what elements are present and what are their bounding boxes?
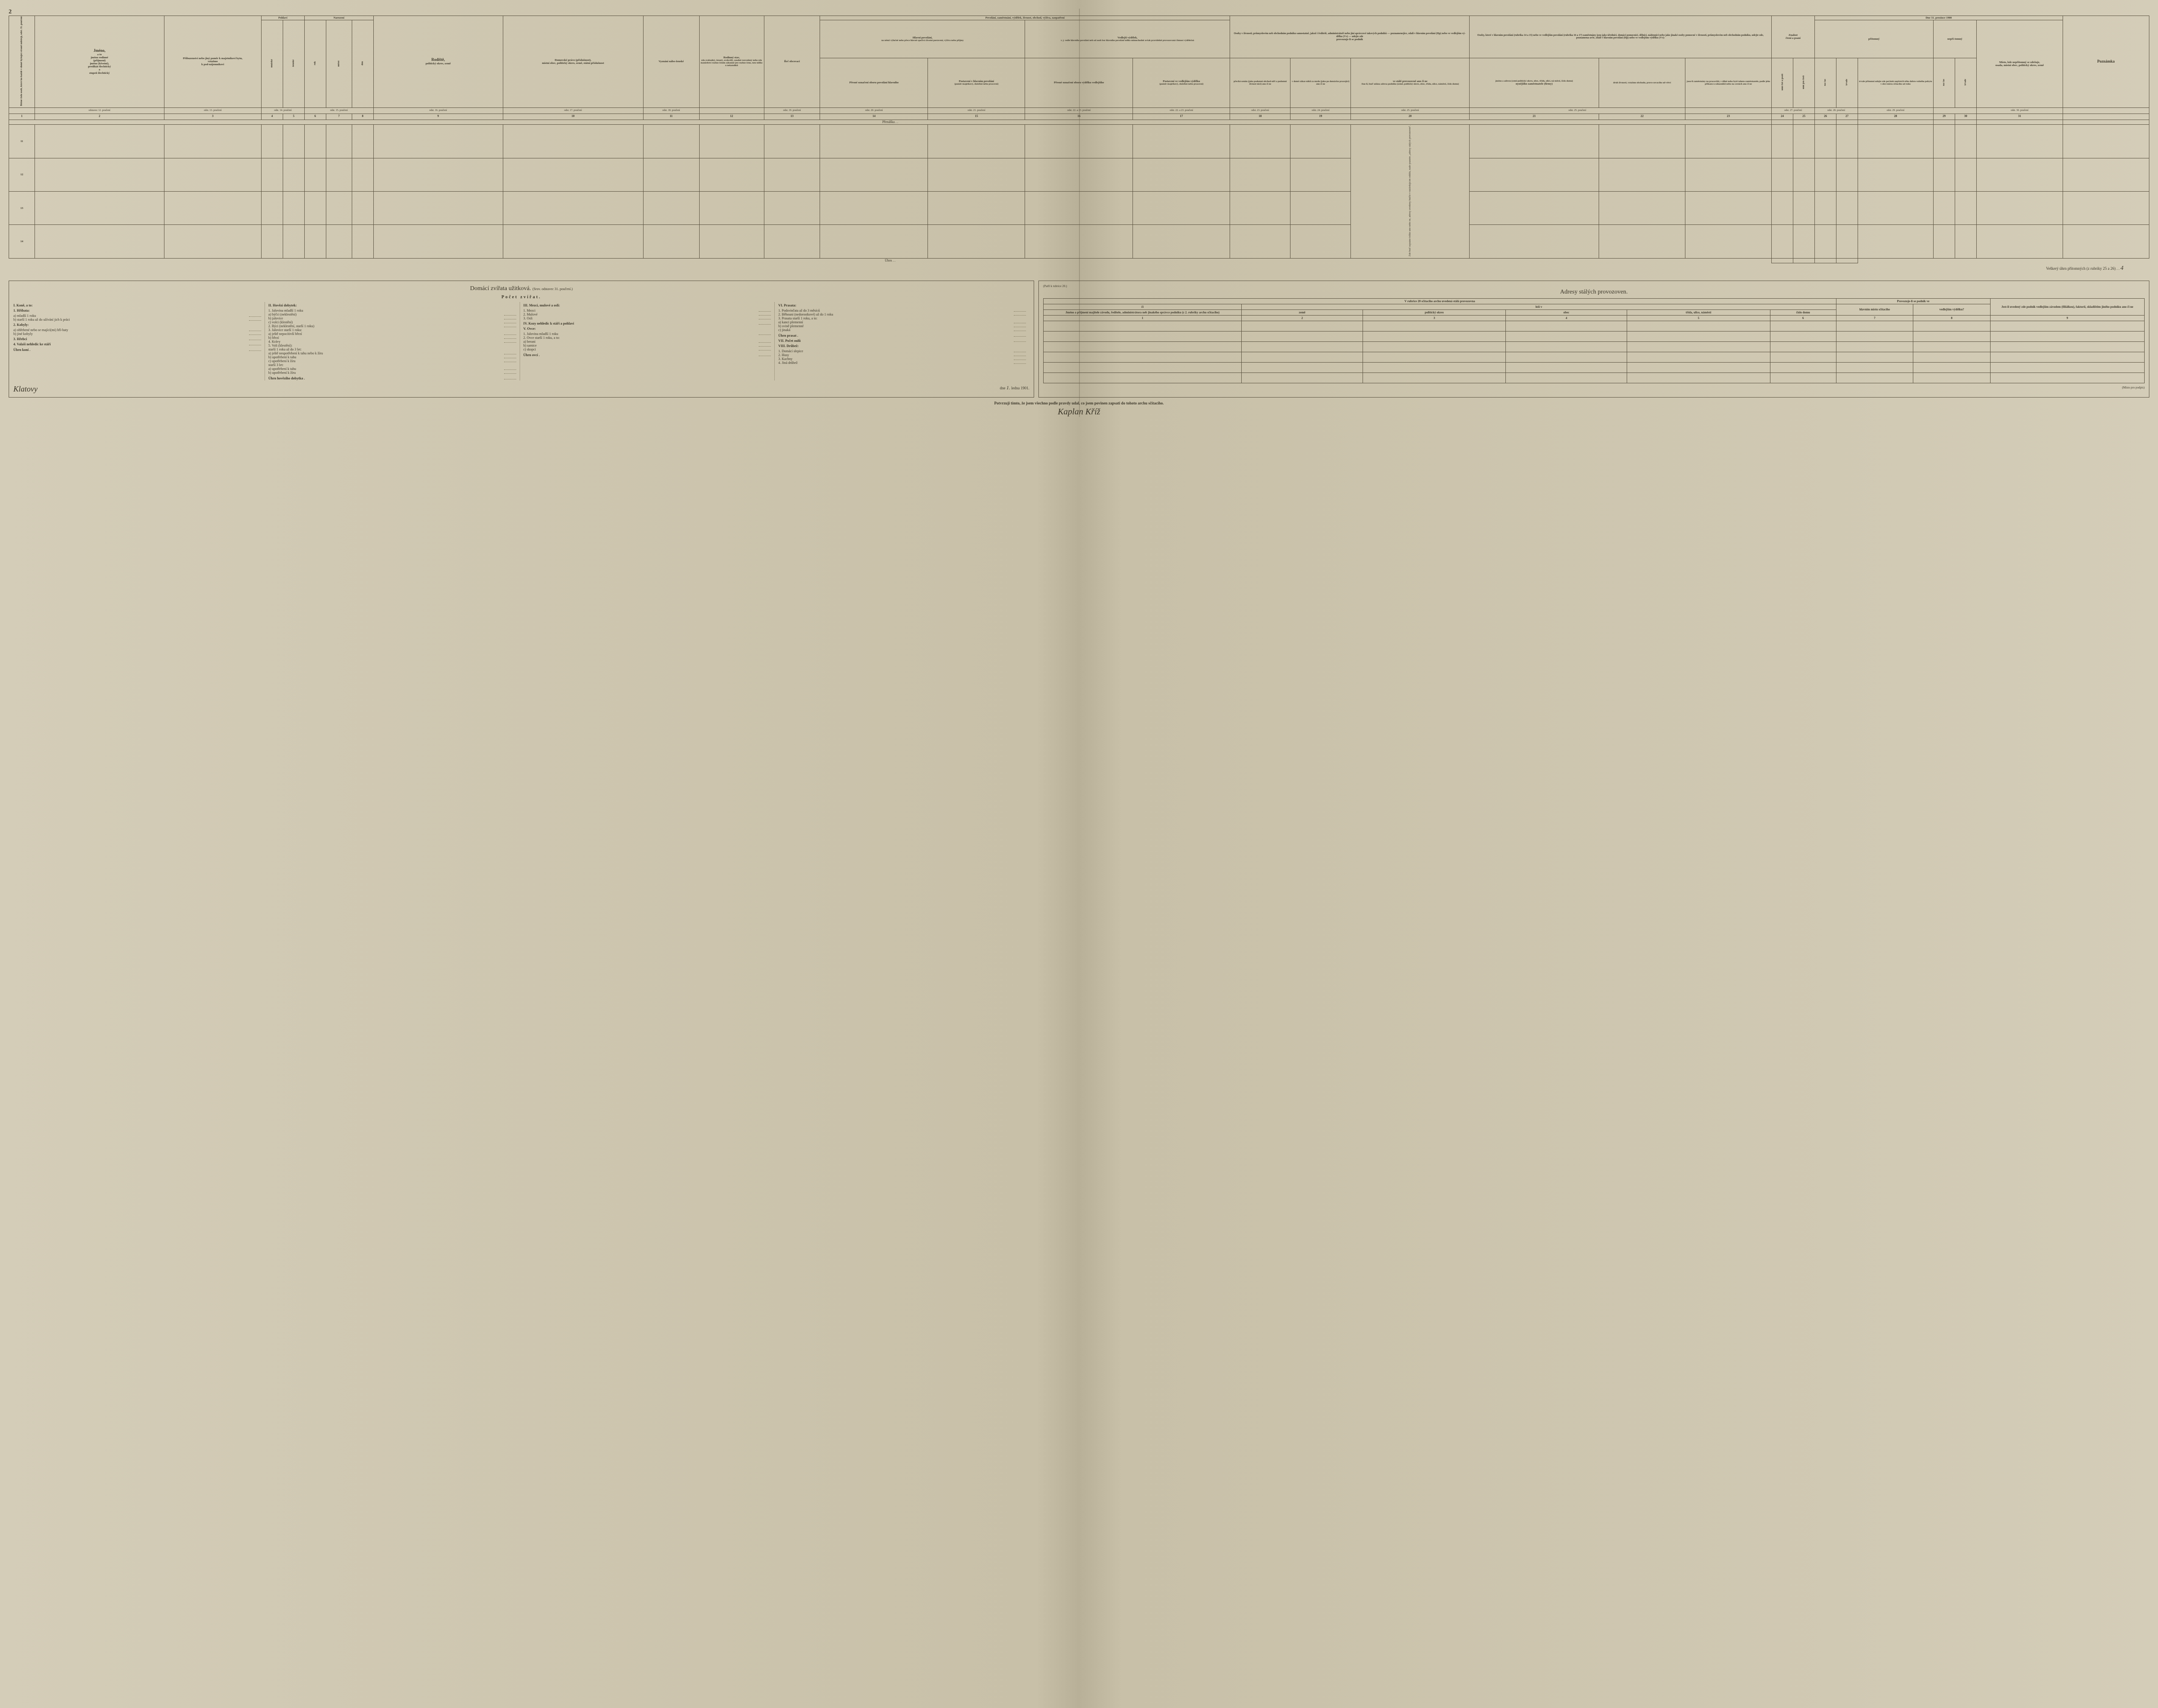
census-table: Běžné číslo osob, které ku každé v domě … — [9, 16, 2149, 263]
grand-total: Veškerý úhrn přítomných (z rubriky 25 a … — [9, 265, 2149, 272]
col7-header: Domovské právo (příslušnost), místní obe… — [503, 16, 643, 108]
col6-header: Rodiště, politický okres, země — [373, 16, 503, 108]
signature-name: Kaplan Kříž — [9, 407, 2149, 417]
grp-nepritomny: nepří-tomný — [1933, 20, 1976, 58]
col9-header: Rodinný stav, zda svobodný, ženatý, ovdo… — [699, 16, 764, 108]
signature-place: Klatovy — [13, 385, 38, 394]
grp-osoby-b: Osoby, které v hlavním povolání (rubrika… — [1470, 16, 1772, 58]
column-numbers-row: 123 45 678 91011 1213 1415 1617 181920 2… — [9, 114, 2149, 120]
provozovny-panel: (Patří k rubrice 20.) Adresy stálých pro… — [1038, 281, 2149, 398]
grp-povolani: Povolání, zaměstnání, výdělek, živnost, … — [820, 16, 1230, 20]
col4-group: Pohlaví — [261, 16, 304, 20]
animals-panel: Domácí zvířata užitková. (Srov. odstavec… — [9, 281, 1034, 398]
animals-col-3: III. Mezci, mulové a osli: 1. Mezci 2. M… — [524, 302, 775, 380]
carryover-row: Přenáška . . — [9, 120, 2149, 125]
grp-pritomny: přítomný — [1814, 20, 1933, 58]
declaration-text: Potvrzuji tímto, že jsem všechno podle p… — [9, 401, 2149, 405]
col1-header: Běžné číslo osob, které ku každé v domě … — [20, 16, 23, 106]
col3-header: Příbuzenství nebo jiný poměr k majetníko… — [164, 16, 261, 108]
animals-col-4: VI. Prasata: 1. Podsvinčata až do 3 měsí… — [778, 302, 1029, 380]
provozovny-table: V rubrice 20 sčítacího archu uvedená stá… — [1043, 298, 2145, 383]
data-row: 11 Zde buď zapsáno toliko ano nebo ne, a… — [9, 125, 2149, 158]
col26-header: Poznámka — [2063, 16, 2149, 108]
data-row: 12 — [9, 158, 2149, 191]
reference-row: odstavec 12. poučeníodst. 13. poučení od… — [9, 107, 2149, 114]
col5-group: Narození — [304, 16, 373, 20]
census-date: Dne 31. prosince 1900 — [1814, 16, 2063, 20]
col2-header: Jméno, a to jméno rodinné (příjmení) jmé… — [35, 16, 164, 108]
col10-header: Řeč obcovací — [764, 16, 820, 108]
signature-placeholder: (Místo pro podpis) — [1043, 386, 2145, 389]
page-number: 2 — [9, 9, 2149, 16]
animals-col-2: II. Hovězí dobytek: 1. Jalovina mladší 1… — [268, 302, 520, 380]
sum-row: Úhrn . . — [9, 258, 2149, 263]
grp-osoby-a: Osoby v živnosti, průmyslovém neb obchod… — [1230, 16, 1470, 58]
vertical-hint: Zde buď zapsáno toliko ano nebo ne, adre… — [1409, 125, 1411, 256]
animals-col-1: I. Koně, a to: 1. Hříbata: a) mladší 1 r… — [13, 302, 265, 380]
data-row: 14 — [9, 225, 2149, 258]
grp-znalost: Znalost čtení a psaní — [1772, 16, 1815, 58]
data-row: 13 — [9, 191, 2149, 224]
col8-header: Vyznání nábo-ženské — [643, 16, 699, 108]
col25-header: Místo, kde nepřítomný se zdržuje, osada,… — [1976, 20, 2063, 108]
